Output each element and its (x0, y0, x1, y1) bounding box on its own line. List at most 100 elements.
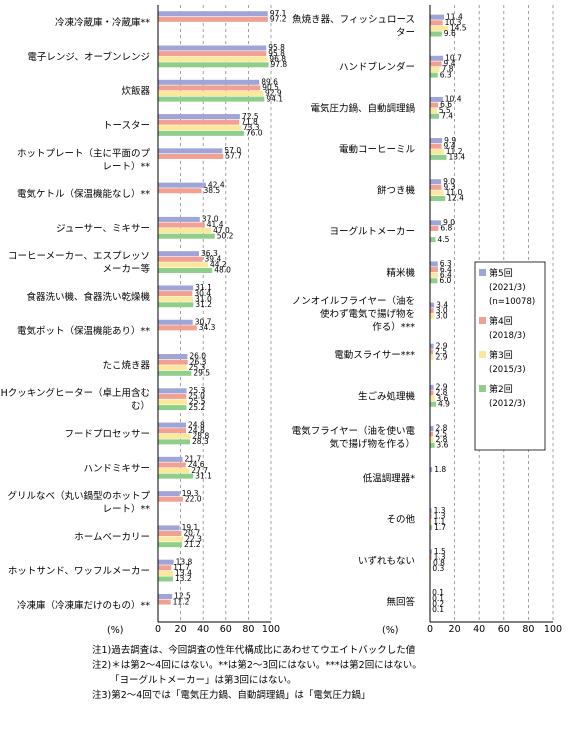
category-group: 37.041.447.050.2 ジューサー、ミキサー (56, 215, 234, 241)
bar-r2 (430, 113, 440, 119)
data-label: 76.0 (246, 129, 263, 138)
category-group: 26.026.325.329.5 たこ焼き器 (102, 352, 210, 378)
legend: 第5回 (2021/3) (n=10078) 第4回 (2018/3) 第3回 (2015/… (474, 261, 546, 451)
category-label: 食器洗い機、食器洗い乾燥機 (26, 291, 150, 303)
category-group: 97.197.2 冷凍冷蔵庫・冷蔵庫** (55, 9, 287, 29)
bar-r4 (158, 428, 187, 434)
bar-r5 (158, 422, 187, 428)
bar-r2 (430, 72, 438, 78)
data-label: 26.3 (190, 357, 207, 366)
bar-r4 (158, 565, 172, 571)
bar-r5 (158, 148, 223, 154)
bar-r3 (430, 396, 435, 402)
category-group: 30.734.3 電気ポット（保温機能あり）** (17, 317, 216, 337)
data-label: 28.8 (193, 431, 210, 440)
bar-r5 (158, 251, 200, 257)
legend-swatch-r5 (479, 269, 486, 276)
x-tick-label: 40 (197, 624, 209, 635)
data-label: 42.4 (208, 180, 225, 189)
bar-r5 (430, 467, 433, 473)
bar-r5 (158, 354, 188, 360)
category-label: 電気圧力鍋、自動調理鍋 (310, 102, 415, 114)
bar-r4 (158, 153, 224, 159)
data-label: 6.3 (440, 259, 452, 268)
data-label: 3.4 (436, 300, 448, 309)
data-label: 21.7 (185, 455, 202, 464)
bar-r4 (430, 390, 434, 396)
bar-r3 (430, 437, 434, 443)
data-label: 10.7 (445, 54, 462, 63)
data-label: 92.9 (265, 89, 282, 98)
bar-r2 (430, 237, 436, 243)
bar-r5 (158, 593, 173, 599)
data-label: 2.5 (435, 347, 447, 356)
category-group: 10.79.47.86.3 ハンドブレンダー (339, 54, 462, 80)
bar-r4 (158, 51, 267, 57)
bar-r4 (158, 16, 268, 22)
bar-r5 (158, 45, 267, 51)
bar-r5 (158, 525, 180, 531)
bar-r3 (158, 365, 187, 371)
category-label: ハンドミキサー (83, 463, 150, 474)
bar-r4 (430, 143, 442, 149)
data-label: 31.1 (195, 283, 212, 292)
bar-r4 (430, 308, 434, 314)
category-label: 無回答 (386, 596, 415, 608)
footnote-2: 注2)＊は第2～4回にはない。**は第2～3回にはない。***は第2回にはない。 (92, 660, 422, 671)
data-label: 11.2 (446, 147, 463, 156)
bar-r4 (430, 102, 439, 108)
bar-r5 (430, 302, 435, 308)
category-label: レート）** (102, 503, 150, 515)
category-label: 餅つき機 (377, 185, 416, 197)
data-label: 1.8 (434, 465, 446, 474)
x-tick-label: 60 (498, 624, 510, 635)
data-label: 9.4 (444, 59, 456, 68)
data-label: 11.2 (173, 597, 190, 606)
legend-sublabel: (n=10078) (489, 297, 535, 307)
data-label: 25.0 (188, 392, 205, 401)
data-label: 6.6 (440, 100, 452, 109)
bar-r4 (158, 599, 171, 605)
legend-swatch-r2 (479, 385, 486, 392)
data-label: 9.9 (444, 136, 456, 145)
bar-r5 (158, 456, 183, 462)
bar-r5 (430, 384, 434, 390)
category-label: ヨーグルトメーカー (329, 226, 415, 238)
data-label: 0.3 (432, 564, 444, 573)
data-label: 2.8 (435, 388, 447, 397)
data-label: 2.8 (435, 424, 447, 433)
bar-r2 (158, 267, 213, 273)
bar-r3 (158, 399, 187, 405)
data-label: 20.7 (183, 529, 200, 538)
data-label: 2.8 (435, 435, 447, 444)
data-label: 96.8 (269, 54, 286, 63)
data-label: 73.3 (243, 123, 260, 132)
bar-r4 (430, 513, 432, 519)
data-label: 34.3 (199, 323, 216, 332)
data-label: 25.2 (188, 403, 205, 412)
category-group: 21.724.627.731.1 ハンドミキサー (83, 455, 212, 481)
data-label: 3.6 (436, 394, 448, 403)
category-label: ジューサー、ミキサー (56, 223, 150, 234)
data-label: 30.4 (194, 289, 211, 298)
data-label: 37.0 (202, 215, 219, 224)
data-label: 3.6 (436, 441, 448, 450)
data-label: 7.4 (441, 111, 453, 120)
legend-label: 第3回 (489, 349, 513, 361)
legend-label: 第2回 (489, 383, 513, 395)
data-label: 24.8 (188, 420, 205, 429)
bar-r5 (430, 220, 442, 226)
footnote-3: 「ヨーグルトメーカー」は第3回にはない。 (110, 675, 297, 686)
bar-r5 (430, 508, 432, 514)
category-label: 冷凍庫（冷凍庫だけのもの）** (17, 599, 150, 611)
data-label: 11.0 (446, 188, 463, 197)
bar-r5 (158, 319, 193, 325)
bar-r2 (430, 401, 437, 407)
data-label: 97.2 (270, 15, 287, 24)
data-label: 9.3 (443, 183, 455, 192)
data-label: 31.1 (195, 471, 212, 480)
